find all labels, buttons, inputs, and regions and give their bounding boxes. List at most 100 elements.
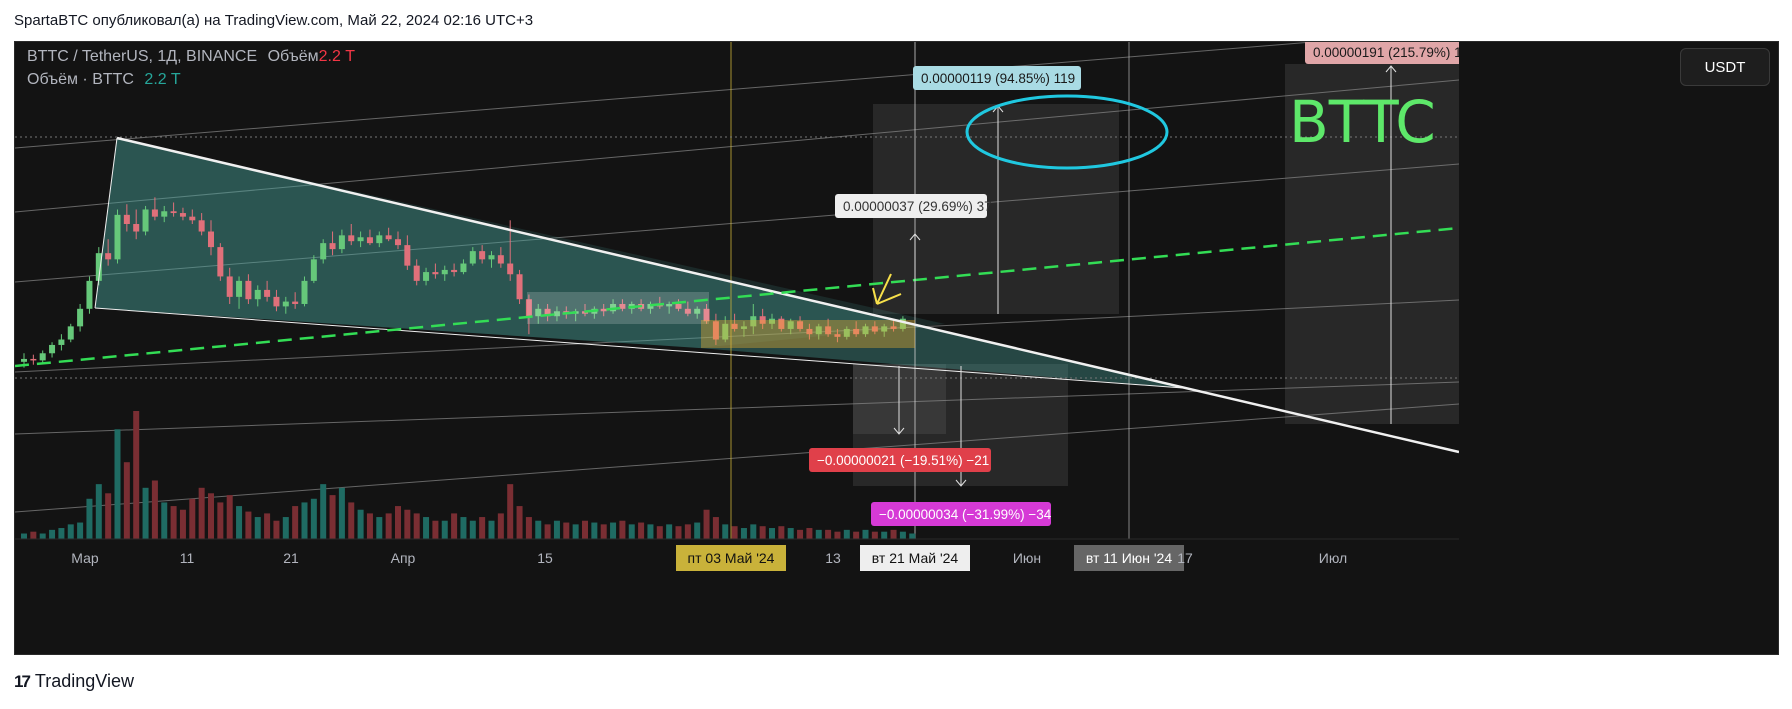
candle-body <box>404 245 411 266</box>
volume-bar <box>133 411 140 539</box>
volume-bar <box>675 526 682 539</box>
time-tag-bg-5 <box>676 545 786 571</box>
volume-bar <box>460 517 467 539</box>
candle-body <box>357 237 364 242</box>
measure-label-minus19-bg <box>809 448 991 472</box>
candle-body <box>666 303 673 307</box>
volume-bar <box>853 531 860 539</box>
candle-body <box>423 272 430 281</box>
time-tag-text-9: вт 11 Июн '24 <box>1086 550 1172 566</box>
time-axis-tick-4: 15 <box>537 550 553 566</box>
volume-bar <box>553 520 560 539</box>
volume-bar <box>170 506 177 539</box>
candle-body <box>553 311 560 317</box>
candle-body <box>787 321 794 329</box>
candle-body <box>208 231 214 248</box>
volume-bar <box>591 522 598 539</box>
volume-bar <box>151 480 158 539</box>
volume-bar <box>208 493 214 539</box>
volume-bar <box>750 524 757 539</box>
triangle-upper-trendline <box>116 136 1460 454</box>
volume-bar <box>769 528 775 539</box>
measure-label-215-bg <box>1305 42 1475 64</box>
candle-body <box>123 214 130 224</box>
candle-body <box>871 326 878 332</box>
volume-bar <box>282 517 289 539</box>
volume-bar <box>797 529 804 539</box>
candle-body <box>899 318 906 329</box>
time-axis-tick-10: 17 <box>1177 550 1193 566</box>
candle-body <box>600 308 607 312</box>
candle-body <box>469 251 476 264</box>
volume-bar <box>348 502 355 539</box>
measure-label-29: 0.00000037 (29.69%) 37 <box>835 194 992 218</box>
volume-bar <box>21 533 27 539</box>
candle-body <box>329 243 336 250</box>
volume-bar <box>86 498 93 539</box>
volume-bar <box>123 462 130 539</box>
measure-arrowhead-1 <box>909 233 921 241</box>
tradingview-logo-text: TradingView <box>34 671 134 691</box>
measure-label-minus31-text: −0.00000034 (−31.99%) −34 <box>879 507 1052 522</box>
candle-body <box>525 299 532 317</box>
candle-body <box>348 235 355 242</box>
volume-bar <box>301 502 308 539</box>
volume-bar <box>338 487 345 539</box>
currency-label: USDT <box>1704 58 1746 76</box>
volume-bar <box>39 533 46 539</box>
measure-arrowhead-2 <box>1385 65 1397 73</box>
candle-body <box>58 339 65 345</box>
volume-bar <box>582 520 588 539</box>
volume-bar <box>497 513 504 539</box>
channel-line-4 <box>15 381 1460 435</box>
measure-label-minus31: −0.00000034 (−31.99%) −34 <box>871 502 1052 526</box>
candle-body <box>254 289 261 300</box>
candle-body <box>338 235 345 250</box>
volume-bar <box>740 528 747 539</box>
volume-bar <box>423 517 430 539</box>
volume-bar <box>656 526 663 539</box>
candle-body <box>797 321 804 329</box>
volume-bar <box>245 511 252 539</box>
candle-body <box>825 326 832 335</box>
time-axis-tick-8: Июн <box>1013 550 1041 566</box>
candle-body <box>114 214 121 260</box>
volume-legend-value: 2.2 T <box>318 48 356 65</box>
volume-legend: Объём · BTTC 2.2 T <box>27 71 181 89</box>
channel-line-3 <box>15 299 1460 373</box>
candle-body <box>198 220 205 232</box>
volume-bar <box>479 517 486 539</box>
candle-body <box>722 323 729 340</box>
publish-caption: SpartaBTC опубликовал(а) на TradingView.… <box>14 12 534 29</box>
chart-area[interactable]: BTTC 0.00000191 (215.79%) 191 0.00000119 (… <box>14 41 1779 655</box>
volume-bar <box>273 520 280 539</box>
price-chart[interactable]: BTTC 0.00000191 (215.79%) 191 0.00000119 (… <box>15 42 1778 654</box>
time-tag-text-5: пт 03 Май '24 <box>688 550 775 566</box>
volume-bar <box>189 498 196 539</box>
candle-body <box>694 308 701 314</box>
volume-bar <box>432 520 439 539</box>
volume-bar <box>862 529 869 539</box>
volume-bar <box>722 524 729 539</box>
candle-body <box>488 255 495 260</box>
volume-bar <box>77 522 84 539</box>
volume-bar <box>815 529 822 539</box>
volume-bar <box>890 529 897 539</box>
time-axis-tick-11: Июл <box>1319 550 1347 566</box>
candle-body <box>179 213 186 217</box>
candle-body <box>86 280 93 309</box>
tradingview-logo[interactable]: 17 TradingView <box>14 671 134 692</box>
candle-body <box>778 318 785 329</box>
volume-bar <box>179 509 186 539</box>
volume-bar <box>759 526 766 539</box>
volume-bar <box>544 524 551 539</box>
candle-body <box>432 272 439 275</box>
candle-body <box>619 303 626 309</box>
candle-body <box>142 209 149 232</box>
volume-bar <box>843 529 850 539</box>
volume-bar <box>198 487 205 539</box>
volume-bar <box>30 531 37 539</box>
channel-line-1 <box>15 79 1460 213</box>
currency-selector-button[interactable]: USDT <box>1680 48 1770 86</box>
volume-bar <box>67 524 74 539</box>
